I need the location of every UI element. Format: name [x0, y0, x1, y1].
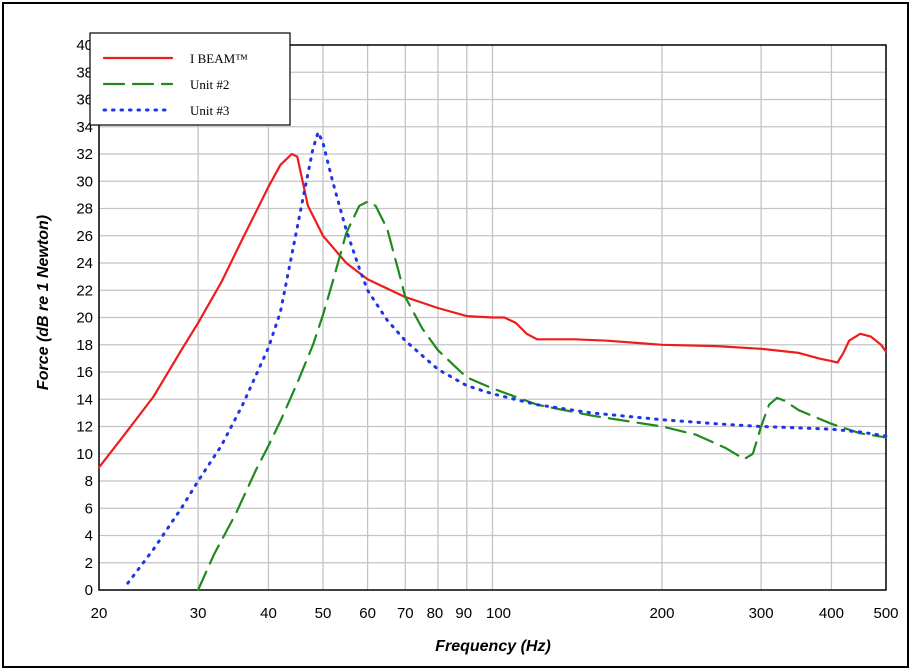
x-tick-label: 400	[819, 605, 844, 622]
x-tick-label: 60	[359, 605, 376, 622]
x-tick-label: 50	[315, 605, 332, 622]
y-tick-label: 16	[76, 364, 93, 381]
y-tick-label: 26	[76, 228, 93, 245]
series-lines	[97, 130, 888, 592]
legend: I BEAM™ Unit #2 Unit #3	[89, 32, 291, 126]
grid	[99, 45, 886, 590]
x-tick-label: 30	[190, 605, 207, 622]
x-tick-label: 40	[260, 605, 277, 622]
y-tick-label: 38	[76, 64, 93, 81]
x-tick-label: 300	[749, 605, 774, 622]
y-tick-label: 36	[76, 92, 93, 109]
plot-area	[98, 44, 887, 591]
y-tick-label: 18	[76, 337, 93, 354]
y-tick-label: 24	[76, 255, 93, 272]
y-tick-label: 2	[85, 555, 93, 572]
y-tick-label: 8	[85, 473, 93, 490]
x-tick-label: 80	[427, 605, 444, 622]
x-tick-label: 100	[486, 605, 511, 622]
x-tick-label: 200	[649, 605, 674, 622]
y-tick-label: 34	[76, 119, 93, 136]
y-tick-label: 14	[76, 391, 93, 408]
y-tick-label: 20	[76, 310, 93, 327]
y-tick-label: 22	[76, 282, 93, 299]
y-tick-label: 32	[76, 146, 93, 163]
legend-label-3: Unit #3	[190, 103, 229, 118]
x-tick-label: 500	[873, 605, 898, 622]
y-axis-title: Force (dB re 1 Newton)	[35, 215, 52, 390]
y-tick-label: 28	[76, 201, 93, 218]
y-tick-label: 40	[76, 37, 93, 54]
y-tick-label: 12	[76, 419, 93, 436]
y-tick-label: 6	[85, 500, 93, 517]
series-line-3	[126, 130, 888, 585]
y-tick-label: 30	[76, 173, 93, 190]
y-tick-label: 0	[85, 582, 93, 599]
series-line-1	[97, 152, 888, 469]
x-tick-label: 70	[397, 605, 414, 622]
x-axis-title: Frequency (Hz)	[435, 638, 551, 655]
y-tick-label: 4	[85, 528, 93, 545]
x-tick-label: 20	[91, 605, 108, 622]
legend-label-2: Unit #2	[190, 77, 229, 92]
legend-label-1: I BEAM™	[190, 51, 248, 66]
x-tick-label: 90	[455, 605, 472, 622]
series-line-2	[197, 200, 888, 592]
y-tick-label: 10	[76, 446, 93, 463]
